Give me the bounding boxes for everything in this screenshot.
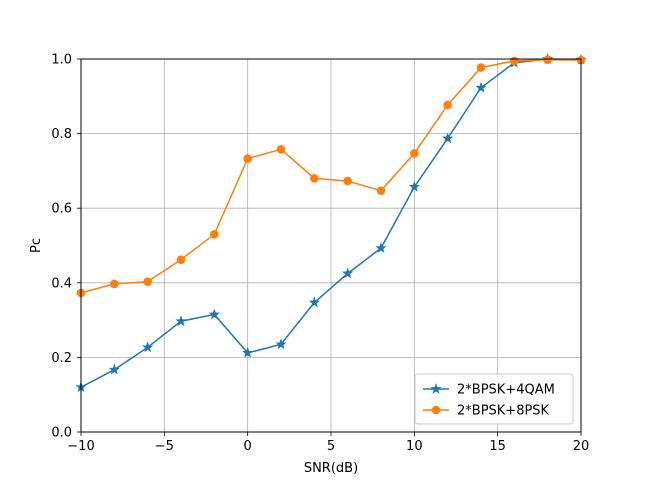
y-tick-label: 0.6	[51, 202, 72, 217]
data-point	[310, 174, 319, 183]
data-point	[275, 338, 287, 350]
y-tick-label: 0.0	[51, 426, 72, 441]
series-layer	[75, 53, 587, 392]
data-point	[142, 341, 154, 353]
data-point	[410, 149, 419, 158]
data-point	[175, 315, 187, 326]
y-axis-label: Pc	[29, 238, 44, 253]
data-point	[143, 277, 152, 286]
data-point	[475, 81, 487, 93]
data-point	[108, 363, 120, 375]
series-1	[75, 53, 587, 392]
data-point	[376, 186, 386, 195]
data-point	[110, 279, 119, 289]
y-tick-label: 0.2	[51, 351, 72, 366]
legend-entry: 2*BPSK+4QAM	[423, 383, 555, 398]
y-tick-label: 0.8	[51, 127, 72, 142]
legend-marker	[431, 405, 441, 415]
data-point	[442, 132, 454, 144]
data-point	[342, 267, 354, 279]
data-point	[375, 242, 387, 253]
legend: 2*BPSK+4QAM 2*BPSK+8PSK	[414, 373, 574, 425]
data-point	[210, 230, 219, 239]
series-line	[80, 58, 582, 294]
legend-marker	[430, 383, 442, 394]
data-point	[276, 144, 286, 154]
data-point	[343, 176, 352, 186]
data-point	[242, 347, 254, 358]
data-point	[510, 56, 519, 66]
x-tick-label: 0	[244, 439, 252, 454]
y-tick-label: 1.0	[51, 53, 72, 68]
data-point	[476, 63, 486, 72]
data-point	[243, 154, 252, 163]
data-point	[543, 55, 552, 65]
x-tick-label: 20	[573, 439, 590, 454]
legend-entry: 2*BPSK+8PSK	[423, 404, 550, 419]
x-tick-label: −10	[67, 439, 94, 454]
x-tick-label: 15	[489, 439, 506, 454]
data-point	[308, 296, 320, 308]
x-tick-label: −5	[155, 439, 174, 454]
data-point	[176, 255, 186, 264]
data-point	[408, 181, 420, 192]
legend-label: 2*BPSK+4QAM	[457, 383, 555, 398]
series-2	[76, 55, 586, 298]
x-tick-label: 5	[327, 439, 335, 454]
x-tick-label: 10	[406, 439, 423, 454]
legend-label: 2*BPSK+8PSK	[457, 404, 550, 419]
y-tick-label: 0.4	[51, 276, 72, 291]
axis-ticks: −10 −5 0 5 10 15 20 0.0 0.2 0.4 0.6 0.8 1.0	[51, 53, 589, 455]
series-line	[80, 58, 582, 388]
data-point	[443, 100, 452, 110]
data-point	[208, 308, 220, 320]
legend-box	[414, 373, 574, 425]
x-axis-label: SNR(dB)	[304, 461, 358, 476]
